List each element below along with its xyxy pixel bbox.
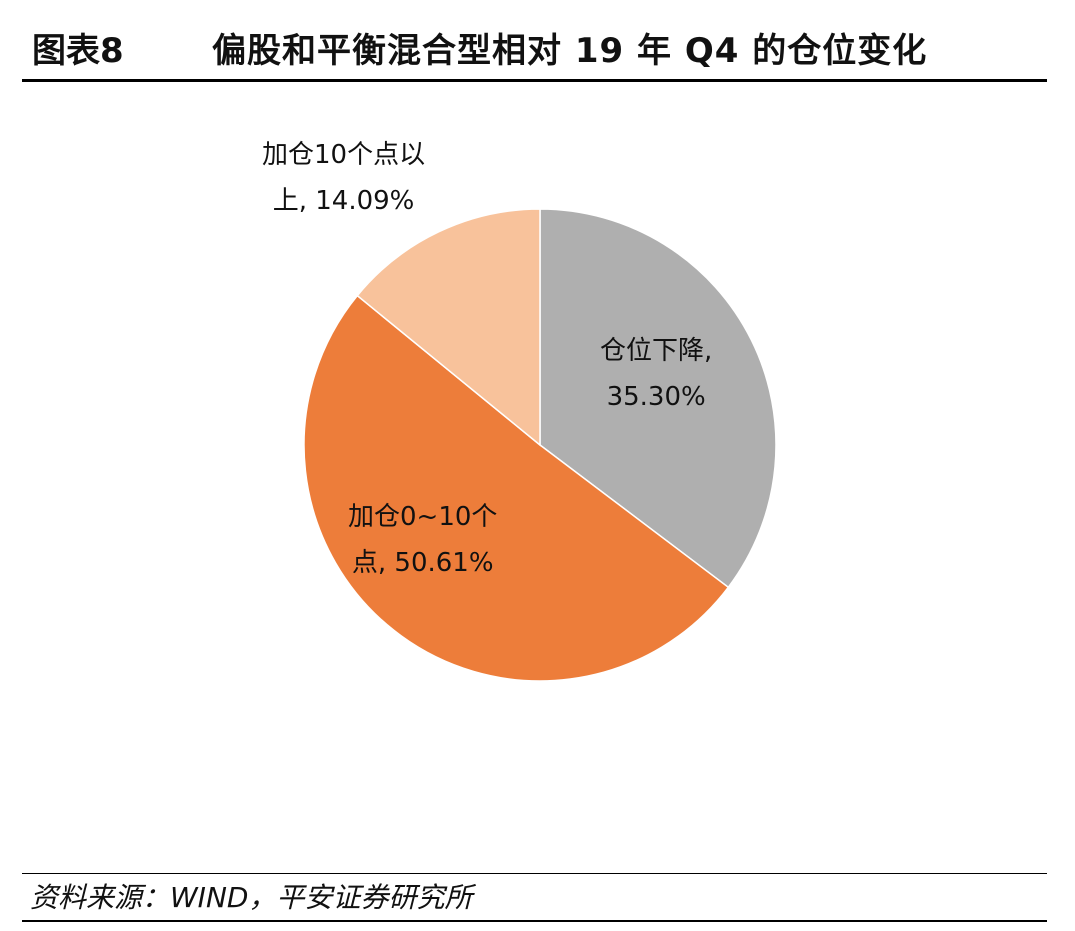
slice-label-add-10-plus: 加仓10个点以 上, 14.09%	[262, 132, 425, 224]
figure-label: 图表8	[32, 30, 124, 71]
bottom-rule	[22, 920, 1047, 922]
slice-label-add-0-10-line1: 加仓0~10个	[348, 502, 498, 532]
slice-label-decrease-line2: 35.30%	[606, 382, 706, 412]
slice-decrease	[539, 208, 777, 589]
figure-title: 偏股和平衡混合型相对 19 年 Q4 的仓位变化	[212, 30, 928, 71]
source-rule	[22, 873, 1047, 874]
pie-svg	[303, 208, 777, 682]
source-note: 资料来源：WIND，平安证券研究所	[30, 881, 473, 914]
slice-label-add-10-plus-line1: 加仓10个点以	[262, 140, 426, 170]
slice-add-0-10	[303, 294, 730, 682]
slice-add-10-plus	[356, 208, 541, 447]
slice-label-decrease: 仓位下降, 35.30%	[600, 328, 712, 420]
pie-chart: 仓位下降, 35.30% 加仓0~10个 点, 50.61% 加仓10个点以 上…	[0, 90, 1075, 830]
slice-label-add-0-10: 加仓0~10个 点, 50.61%	[348, 494, 497, 586]
slice-label-add-10-plus-line2: 上, 14.09%	[272, 186, 415, 216]
figure-header: 图表8 偏股和平衡混合型相对 19 年 Q4 的仓位变化	[22, 16, 1047, 78]
header-rule	[22, 79, 1047, 82]
slice-label-add-0-10-line2: 点, 50.61%	[351, 548, 494, 578]
slice-label-decrease-line1: 仓位下降,	[600, 336, 713, 366]
